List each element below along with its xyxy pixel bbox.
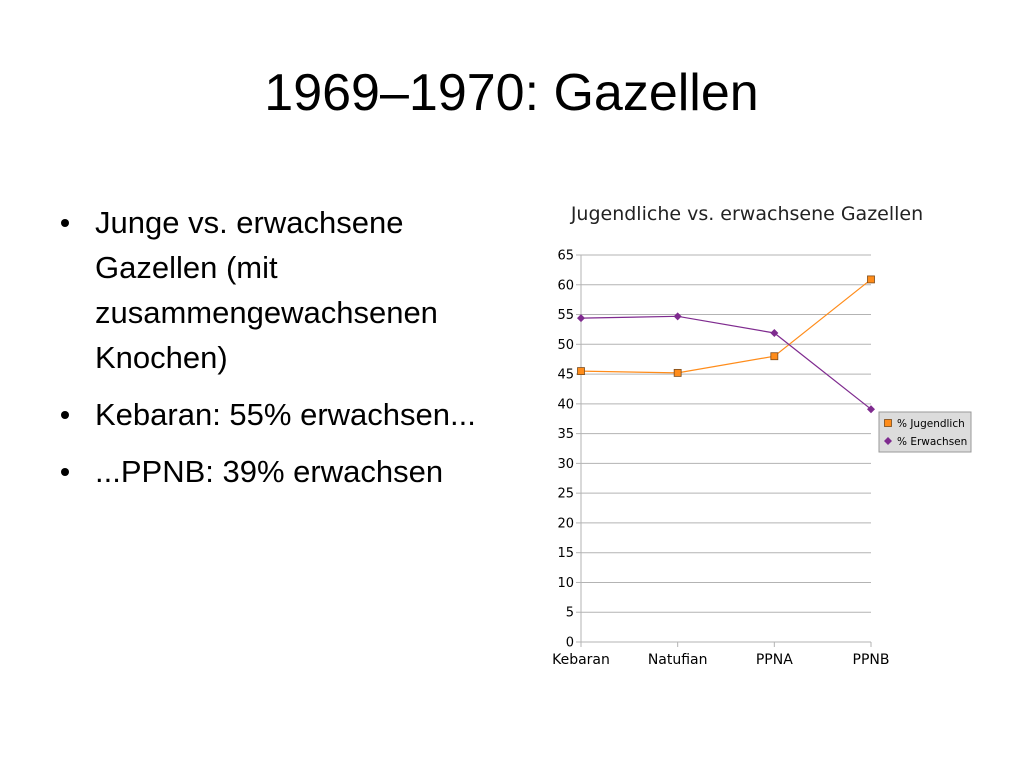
series-layer	[577, 275, 875, 414]
bullet-item: Kebaran: 55% erwachsen...	[58, 392, 508, 437]
y-tick-label: 55	[557, 308, 574, 323]
series-line	[580, 278, 872, 374]
bullet-item: Junge vs. erwachsene Gazellen (mit zusam…	[58, 200, 508, 380]
series-square	[577, 275, 875, 377]
bullet-text: Kebaran: 55% erwachsen...	[95, 397, 476, 432]
y-tick-label: 5	[566, 606, 574, 621]
series-line	[580, 315, 872, 410]
legend-entry-label: % Jugendlich	[897, 418, 965, 430]
y-tick-label: 20	[557, 516, 574, 531]
y-tick-label: 50	[557, 338, 574, 353]
data-point-marker	[577, 367, 585, 376]
data-point-marker	[884, 437, 892, 445]
x-tick-label: Natufian	[648, 652, 708, 668]
legend: % Jugendlich % Erwachsen	[878, 411, 972, 453]
bullet-dot	[61, 219, 69, 227]
y-tick-label: 60	[557, 278, 574, 293]
bullet-item: ...PPNB: 39% erwachsen	[58, 449, 508, 494]
data-point-marker	[770, 328, 779, 337]
y-tick-label: 30	[557, 457, 574, 472]
y-tick-label: 15	[557, 546, 574, 561]
data-point-marker	[867, 275, 875, 284]
gridlines	[581, 254, 871, 613]
y-tick-label: 35	[557, 427, 574, 442]
slide-title: 1969–1970: Gazellen	[264, 64, 759, 122]
data-point-marker	[673, 368, 682, 377]
data-point-marker	[884, 419, 892, 427]
y-tick-label: 45	[557, 368, 574, 383]
y-tick-label: 10	[557, 576, 574, 591]
data-point-marker	[577, 314, 585, 323]
y-tick-label: 40	[557, 397, 574, 412]
data-point-marker	[673, 312, 682, 321]
bullet-dot	[61, 468, 69, 476]
data-point-marker	[867, 405, 875, 414]
bullet-list: Junge vs. erwachsene Gazellen (mit zusam…	[58, 200, 508, 506]
y-tick-label: 25	[557, 487, 574, 502]
y-tick-label: 65	[557, 249, 574, 264]
series-diamond	[577, 312, 875, 414]
bullet-dot	[61, 411, 69, 419]
axes: 0 5 10 15 20 25 30 35 40 45 50 55 60 65 Kebaran Natufia…	[552, 249, 889, 669]
x-tick-label: PPNA	[756, 652, 793, 668]
y-tick-label: 0	[566, 636, 574, 651]
bullet-text: Junge vs. erwachsene Gazellen (mit zusam…	[95, 205, 438, 375]
chart-title: Jugendliche vs. erwachsene Gazellen	[570, 203, 923, 225]
bullet-text: ...PPNB: 39% erwachsen	[95, 454, 444, 489]
data-point-marker	[770, 352, 779, 361]
legend-box	[878, 411, 972, 453]
x-tick-label: Kebaran	[552, 652, 610, 668]
legend-entry-label: % Erwachsen	[897, 436, 967, 448]
line-chart: Jugendliche vs. erwachsene Gazellen 0 5 10…	[552, 203, 972, 669]
x-tick-label: PPNB	[853, 652, 890, 668]
